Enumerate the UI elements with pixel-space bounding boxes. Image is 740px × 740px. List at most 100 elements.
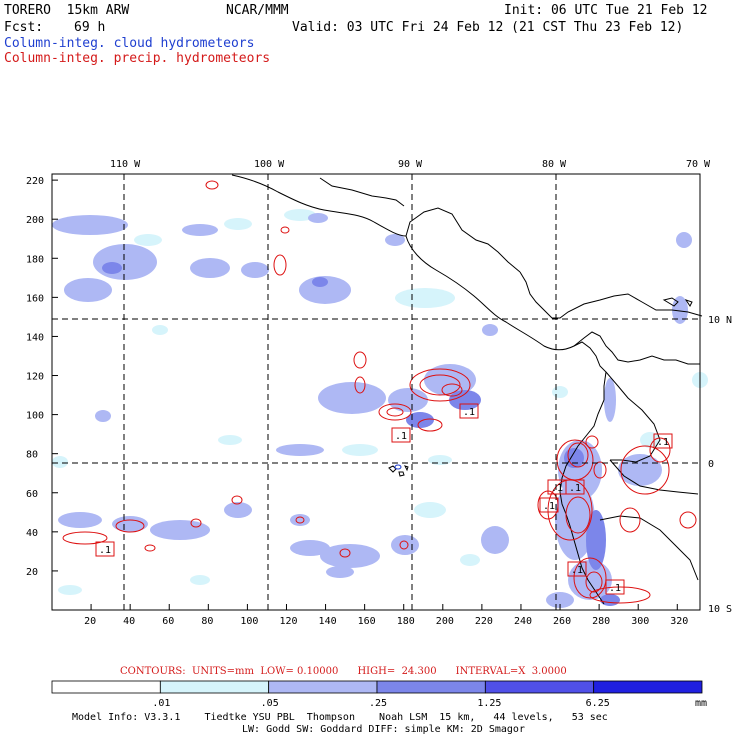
contour-label: .1 (463, 407, 475, 418)
cloud-patch (58, 512, 102, 528)
contour-label-box (567, 561, 587, 577)
contour-labels: .1 .1 .1 .1 .1 .1 .1 .1 .1 (95, 403, 673, 595)
precip-contour (567, 442, 589, 468)
precip-contour (649, 437, 671, 463)
lat-label-10s: 10 S (708, 604, 732, 615)
cloud-patch (190, 575, 210, 585)
colorbar-swatch (593, 680, 703, 694)
contour-label-box (391, 427, 411, 443)
x-tick-label: 300 (631, 616, 649, 627)
colorbar-boxes (51, 680, 703, 694)
precip-contour (144, 544, 156, 552)
coastline-panama-colombia (573, 331, 700, 365)
cloud-patch (482, 324, 498, 336)
precip-contour (441, 383, 463, 397)
y-tick-label: 160 (26, 293, 44, 304)
colorbar-label: 1.25 (477, 698, 501, 709)
precip-contour (585, 435, 599, 449)
model-title: TORERO 15km ARW (4, 3, 130, 18)
forecast-hour: 69 h (74, 20, 106, 35)
valid-time: Valid: 03 UTC Fri 24 Feb 12 (21 CST Thu … (292, 20, 684, 35)
colorbar-unit: mm (695, 698, 707, 709)
colorbar-label: .25 (369, 698, 387, 709)
precip-contour (353, 351, 367, 369)
coastline-mexico (231, 174, 521, 273)
precip-contour (386, 407, 404, 417)
precip-contour (115, 519, 145, 533)
precip-contour (620, 445, 670, 495)
cloud-patch (276, 444, 324, 456)
x-tick-label: 240 (514, 616, 532, 627)
y-tick-label: 220 (26, 176, 44, 187)
lon-label-100w: 100 W (254, 159, 285, 170)
x-tick-label: 160 (358, 616, 376, 627)
cloud-patch (564, 448, 584, 468)
contour-label-box (605, 579, 625, 595)
lon-label-90w: 90 W (398, 159, 423, 170)
y-tick-label: 200 (26, 215, 44, 226)
x-tick-label: 200 (436, 616, 454, 627)
x-tick-label: 80 (201, 616, 213, 627)
cloud-patch (52, 215, 128, 235)
cloud-patch (318, 382, 386, 414)
x-tick-label: 280 (592, 616, 610, 627)
precip-contour (399, 540, 409, 550)
y-tick-label: 40 (26, 528, 38, 539)
x-tick-label: 140 (319, 616, 337, 627)
x-tick-label: 60 (162, 616, 174, 627)
cloud-patch (395, 288, 455, 308)
colorbar-swatch (51, 680, 161, 694)
border-1 (605, 371, 661, 463)
cloud-patch (64, 278, 112, 302)
cloud-patch (640, 432, 660, 448)
cloud-patch (312, 277, 328, 287)
lon-label-70w: 70 W (686, 159, 711, 170)
cloud-patch (546, 592, 574, 608)
precip-contour (295, 516, 305, 524)
cloud-patch (134, 234, 162, 246)
y-tick-labels: 20 40 60 80 100 120 140 160 180 200 220 (26, 176, 44, 578)
coastline-caribbean (519, 271, 703, 319)
x-tick-label: 120 (279, 616, 297, 627)
precip-contours (62, 180, 697, 604)
cloud-patch (618, 454, 662, 486)
contour-label: .1 (609, 583, 621, 594)
model-info-line-1: Model Info: V3.3.1 Tiedtke YSU PBL Thomp… (72, 712, 608, 723)
precip-contour (409, 368, 471, 402)
axis-ticks (52, 179, 678, 610)
cloud-patch (290, 540, 330, 556)
x-tick-label: 100 (240, 616, 258, 627)
precip-contour (619, 507, 641, 533)
cloud-patch (460, 554, 480, 566)
precip-contour (573, 557, 607, 599)
contour-label: .1 (395, 431, 407, 442)
y-tick-label: 180 (26, 254, 44, 265)
lat-label-10n: 10 N (708, 315, 732, 326)
x-tick-labels: 20 40 60 80 100 120 140 160 180 200 220 240 260 280 30… (84, 616, 688, 627)
cloud-patch (568, 560, 612, 600)
y-tick-label: 120 (26, 372, 44, 383)
colorbar-label: .01 (152, 698, 170, 709)
precip-field-label: Column-integ. precip. hydrometeors (4, 51, 271, 66)
cloud-patch (424, 364, 476, 396)
contour-label: .1 (551, 483, 563, 494)
contour-label-box (95, 541, 115, 557)
contour-info: CONTOURS: UNITS=mm LOW= 0.10000 HIGH= 24… (120, 666, 567, 677)
coastline-south-america (559, 399, 605, 605)
colorbar-label: .05 (261, 698, 279, 709)
lat-label-0: 0 (708, 459, 714, 470)
precip-contour (280, 226, 290, 234)
x-tick-label: 180 (397, 616, 415, 627)
contour-label-box (565, 479, 585, 495)
coastline-central-america (405, 235, 607, 400)
contour-label-box (653, 433, 673, 449)
contour-label-box (539, 497, 559, 513)
cloud-patch (676, 232, 692, 248)
y-tick-label: 80 (26, 450, 38, 461)
colorbar-swatch (376, 680, 486, 694)
precip-contour (679, 511, 697, 529)
cloud-patch (406, 412, 434, 428)
precip-contour (62, 531, 108, 545)
cloud-patch (414, 502, 446, 518)
